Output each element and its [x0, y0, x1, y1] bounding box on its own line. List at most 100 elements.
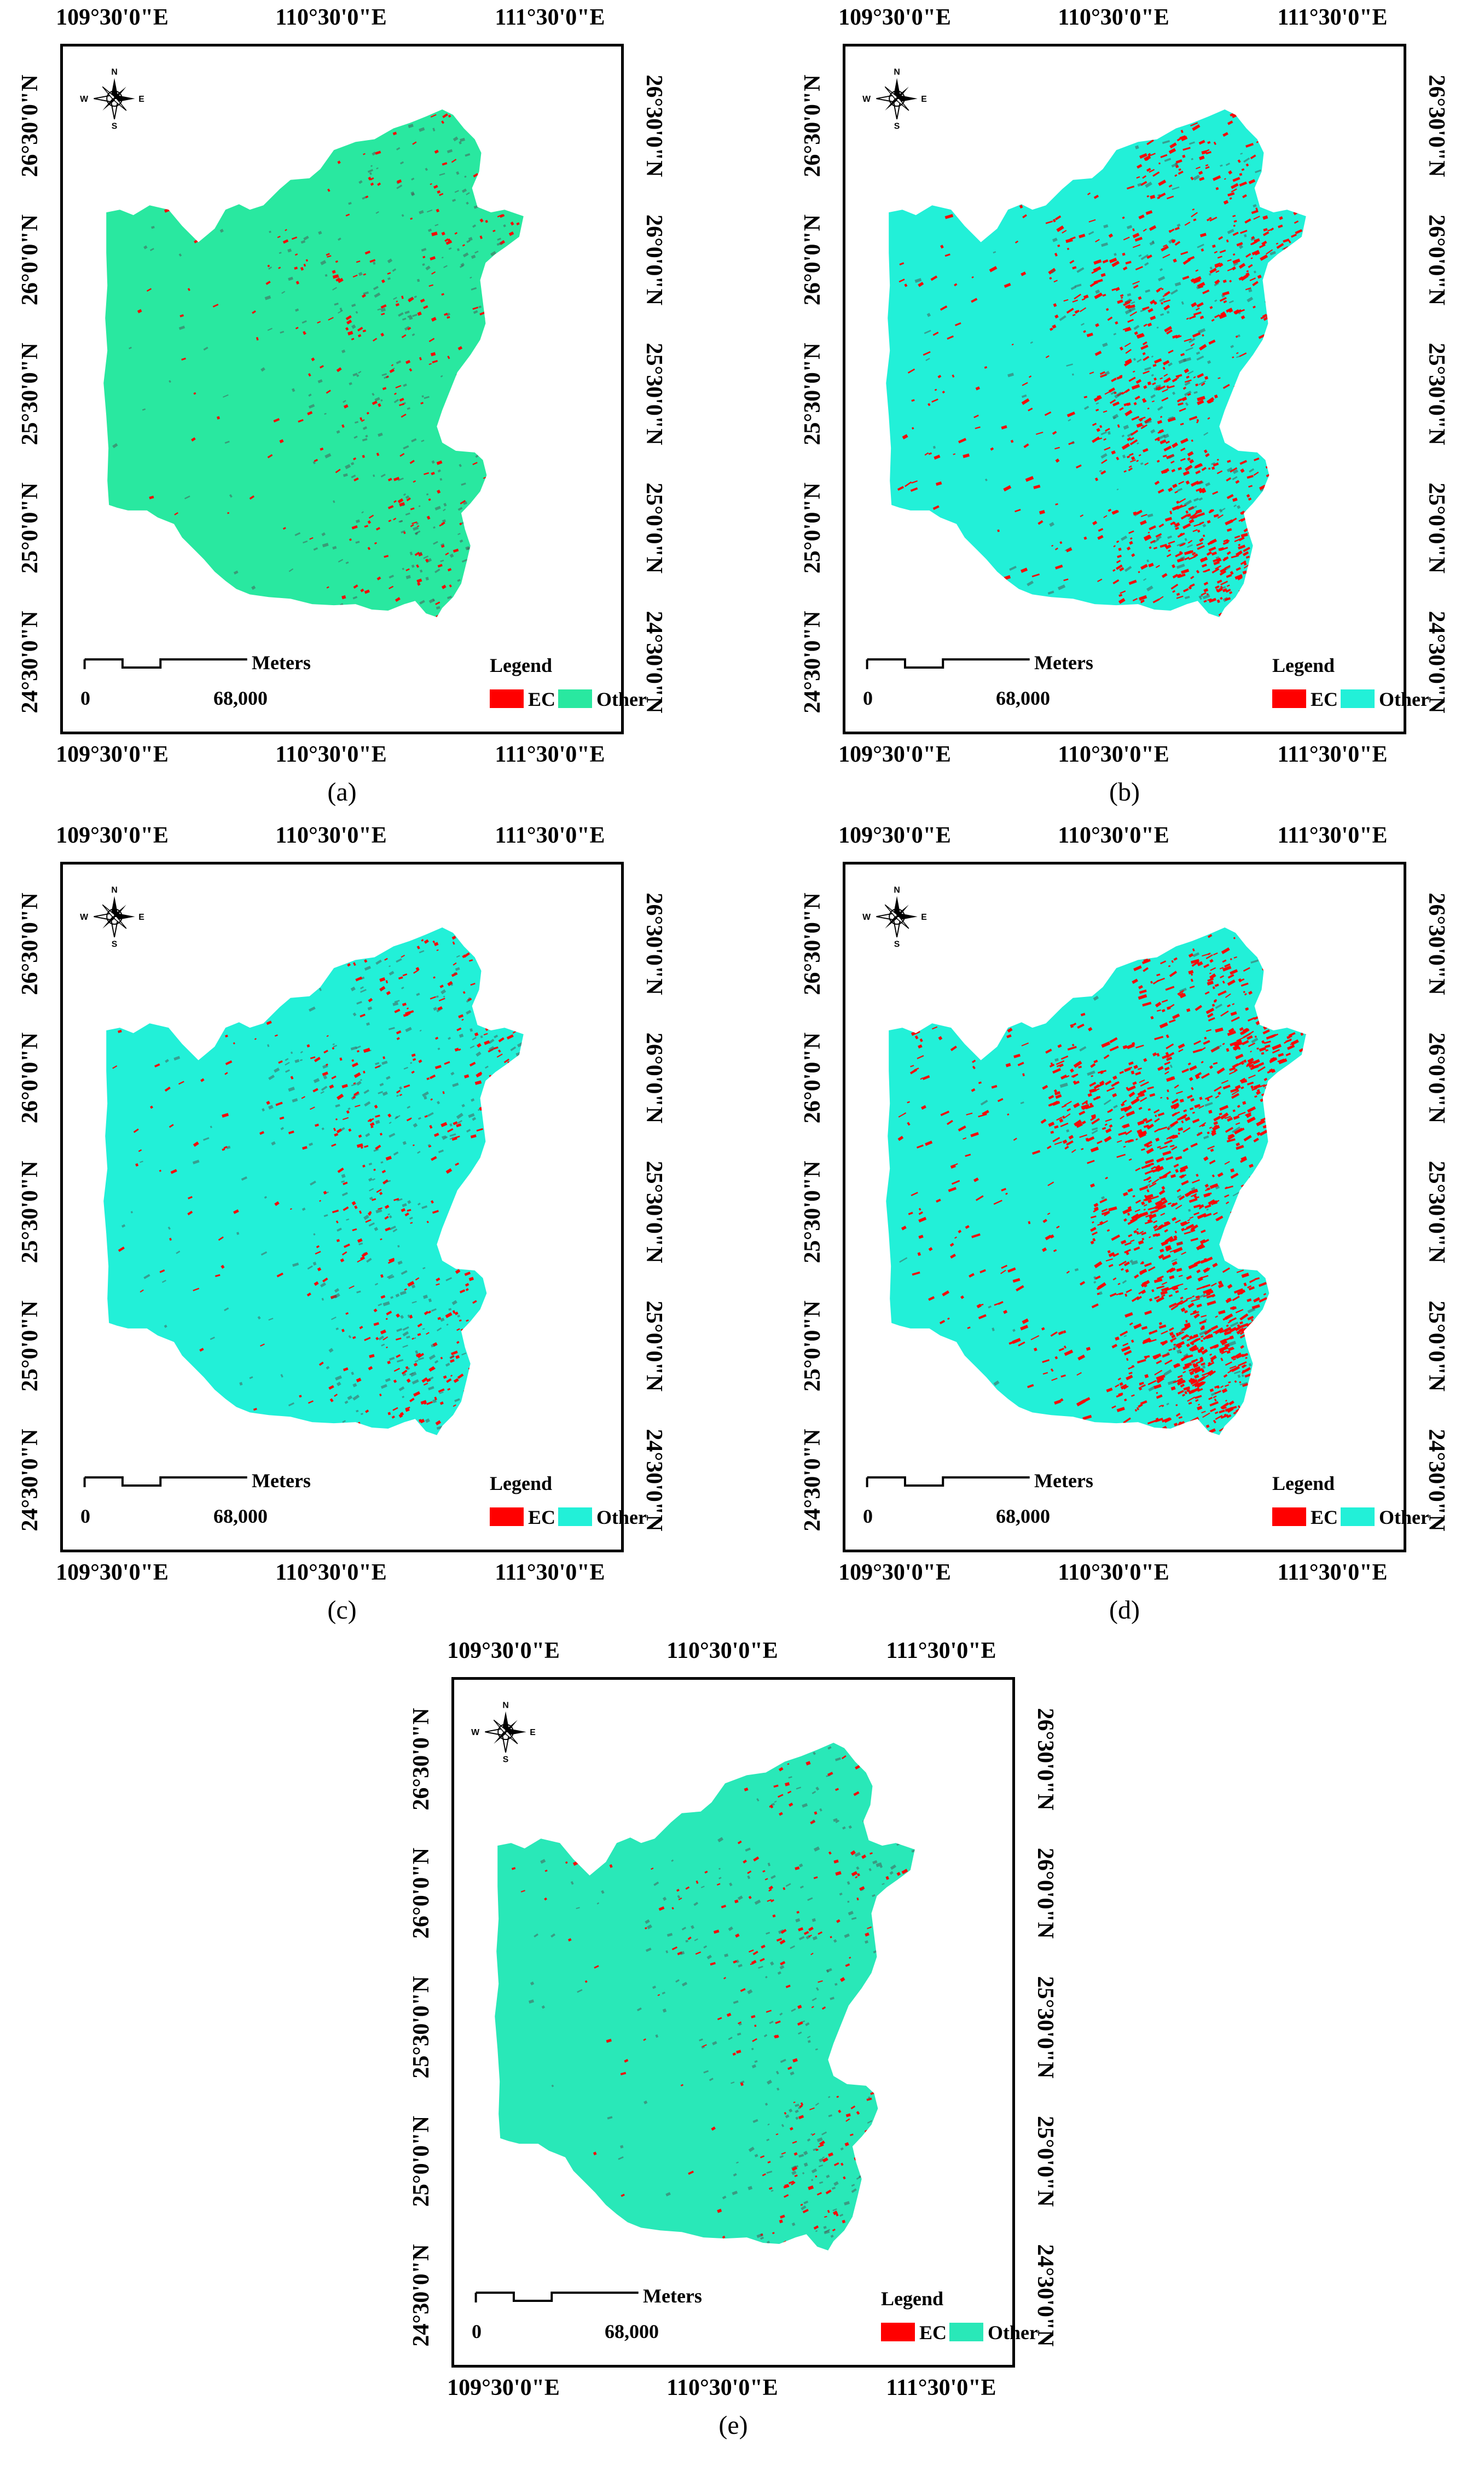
latitude-label-right: 25°0'0"N [1424, 482, 1449, 574]
map-panel-b: 109°30'0"E 109°30'0"E 110°30'0"E 110°30'0"E… [782, 0, 1449, 807]
latitude-label-left: 24°30'0"N [409, 2244, 434, 2347]
svg-text:W: W [471, 1728, 479, 1737]
longitude-label-top: 109°30'0"E [56, 823, 169, 848]
longitude-label-top: 110°30'0"E [1058, 823, 1169, 848]
longitude-label-top: 109°30'0"E [838, 5, 951, 30]
latitude-label-left: 26°30'0"N [409, 1708, 434, 1811]
latitude-label-left: 26°0'0"N [18, 1032, 43, 1124]
svg-text:S: S [503, 1755, 509, 1765]
scale-start-label: 0 [863, 1505, 873, 1527]
longitude-label-bottom: 111°30'0"E [1277, 1560, 1388, 1585]
latitude-label-right: 26°0'0"N [641, 214, 666, 306]
scale-bar [83, 658, 247, 669]
north-arrow-icon: N S E W [80, 886, 144, 949]
scale-start-label: 0 [80, 687, 90, 709]
latitude-label-left: 26°30'0"N [800, 892, 825, 995]
scale-end-label: 68,000 [605, 2321, 659, 2342]
map-frame: N S E W 0 68,000 Meters Legend EC Other [843, 862, 1429, 1552]
scale-bar [866, 1476, 1030, 1487]
map-frame: N S E W 0 68,000 Meters Legend EC Other [60, 44, 647, 734]
scale-unit-label: Meters [252, 652, 311, 674]
legend-label-other: Other [596, 688, 647, 710]
legend-swatch-other [949, 2323, 983, 2341]
longitude-label-bottom: 111°30'0"E [495, 1560, 605, 1585]
map-canvas: N S E W [862, 68, 1306, 669]
map-canvas: N S E W [80, 68, 524, 669]
panel-caption: (e) [718, 2411, 748, 2440]
scale-unit-label: Meters [1034, 652, 1093, 674]
panel-caption: (b) [1109, 778, 1140, 807]
svg-text:W: W [862, 95, 871, 104]
map-frame: N S E W 0 68,000 Meters Legend EC Other [843, 44, 1429, 734]
legend-label-ec: EC [528, 1506, 556, 1528]
ec-areas [511, 1746, 915, 2245]
map-frame: N S E W 0 68,000 Meters Legend EC Other [60, 862, 647, 1552]
longitude-label-bottom: 111°30'0"E [886, 2375, 996, 2400]
legend-label-other: Other [596, 1506, 647, 1528]
longitude-label-top: 111°30'0"E [1277, 823, 1388, 848]
north-arrow-icon: N S E W [471, 1701, 536, 1765]
latitude-label-right: 26°0'0"N [1424, 1032, 1449, 1124]
svg-text:N: N [502, 1701, 508, 1710]
latitude-label-right: 25°30'0"N [641, 343, 666, 445]
svg-text:E: E [921, 913, 927, 922]
legend-swatch-other [1341, 689, 1375, 708]
scale-start-label: 0 [863, 687, 873, 709]
scale-end-label: 68,000 [213, 687, 268, 709]
map-panel-a: 109°30'0"E 109°30'0"E 110°30'0"E 110°30'0"E… [0, 0, 666, 807]
longitude-label-top: 110°30'0"E [1058, 5, 1169, 30]
north-arrow-icon: N S E W [80, 68, 144, 131]
latitude-label-right: 26°30'0"N [1424, 74, 1449, 177]
longitude-label-bottom: 109°30'0"E [838, 1560, 951, 1585]
map-canvas: N S E W [862, 886, 1306, 1487]
latitude-label-left: 26°0'0"N [409, 1847, 434, 1939]
svg-text:E: E [921, 95, 927, 104]
longitude-label-bottom: 109°30'0"E [838, 742, 951, 767]
latitude-label-left: 26°30'0"N [800, 74, 825, 177]
legend-title: Legend [881, 2288, 944, 2310]
latitude-label-left: 26°0'0"N [18, 214, 43, 306]
study-region [886, 927, 1306, 1435]
legend-swatch-ec [881, 2323, 915, 2341]
scale-unit-label: Meters [252, 1470, 311, 1492]
longitude-label-top: 110°30'0"E [275, 823, 387, 848]
legend-label-ec: EC [919, 2322, 947, 2344]
legend-label-ec: EC [528, 688, 556, 710]
longitude-label-bottom: 109°30'0"E [56, 742, 169, 767]
legend-swatch-ec [490, 1507, 524, 1526]
longitude-label-bottom: 110°30'0"E [1058, 742, 1169, 767]
latitude-label-left: 25°30'0"N [18, 343, 43, 445]
study-region [495, 1743, 915, 2250]
map-panel-c: 109°30'0"E 109°30'0"E 110°30'0"E 110°30'0"E… [0, 818, 666, 1625]
svg-text:W: W [862, 913, 871, 922]
latitude-label-right: 25°0'0"N [1424, 1300, 1449, 1392]
longitude-label-top: 109°30'0"E [56, 5, 169, 30]
latitude-label-left: 25°0'0"N [800, 1300, 825, 1392]
longitude-label-top: 111°30'0"E [886, 1638, 996, 1663]
legend-swatch-other [1341, 1507, 1375, 1526]
svg-text:E: E [138, 913, 144, 922]
legend-label-ec: EC [1311, 688, 1338, 710]
study-region [886, 109, 1306, 617]
latitude-label-right: 26°30'0"N [1033, 1708, 1058, 1811]
svg-text:S: S [894, 940, 900, 949]
longitude-label-top: 110°30'0"E [275, 5, 387, 30]
scale-end-label: 68,000 [996, 1505, 1050, 1527]
latitude-label-right: 26°30'0"N [1424, 892, 1449, 995]
ec-areas [897, 934, 1306, 1434]
latitude-label-right: 25°0'0"N [641, 482, 666, 574]
longitude-label-top: 109°30'0"E [447, 1638, 560, 1663]
legend-title: Legend [1272, 654, 1335, 676]
svg-text:S: S [112, 122, 118, 131]
map-frame: N S E W 0 68,000 Meters Legend EC Other [451, 1677, 1038, 2368]
svg-text:S: S [894, 122, 900, 131]
latitude-label-left: 26°0'0"N [800, 1032, 825, 1124]
latitude-label-right: 26°0'0"N [1424, 214, 1449, 306]
legend-label-other: Other [1379, 688, 1429, 710]
map-panel-d: 109°30'0"E 109°30'0"E 110°30'0"E 110°30'0"E… [782, 818, 1449, 1625]
north-arrow-icon: N S E W [862, 886, 927, 949]
legend-label-other: Other [1379, 1506, 1429, 1528]
panel-caption: (c) [327, 1596, 357, 1625]
svg-text:N: N [894, 68, 900, 77]
legend-swatch-other [558, 689, 592, 708]
